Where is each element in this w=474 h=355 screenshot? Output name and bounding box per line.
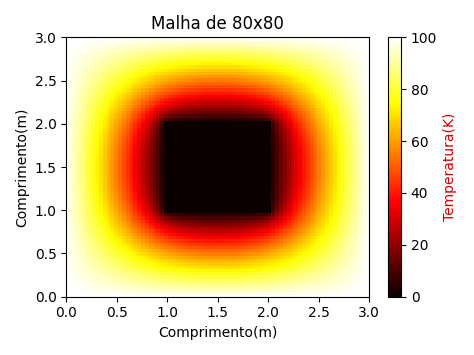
Title: Malha de 80x80: Malha de 80x80	[151, 15, 284, 33]
X-axis label: Comprimento(m): Comprimento(m)	[158, 326, 277, 340]
Y-axis label: Comprimento(m): Comprimento(m)	[15, 107, 29, 227]
Y-axis label: Temperatura(K): Temperatura(K)	[443, 113, 456, 221]
